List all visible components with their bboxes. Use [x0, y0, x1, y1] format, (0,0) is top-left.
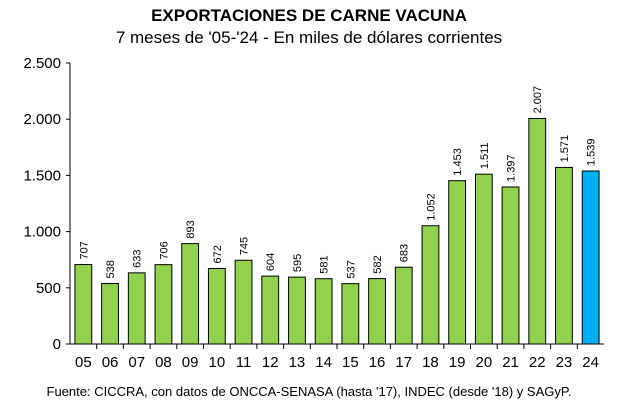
- bar-07: [127, 272, 146, 345]
- bar-24: [581, 170, 600, 345]
- bar-13: [288, 276, 306, 345]
- bar-12: [261, 275, 280, 345]
- data-label-19: 1.453: [452, 148, 464, 176]
- y-tick-label: 1.000: [23, 224, 61, 241]
- data-label-10: 672: [212, 245, 224, 263]
- bars: [74, 117, 600, 345]
- data-label-13: 595: [292, 254, 304, 272]
- data-label-05: 707: [78, 241, 90, 259]
- y-tick-label: 2.000: [23, 111, 61, 128]
- bar-15: [341, 283, 360, 345]
- x-tick-label-23: 23: [556, 354, 573, 371]
- data-label-11: 745: [239, 237, 251, 255]
- chart-title: EXPORTACIONES DE CARNE VACUNA: [151, 6, 467, 25]
- x-tick-label-14: 14: [315, 354, 332, 371]
- bar-21: [501, 186, 520, 345]
- bar-14: [314, 278, 333, 345]
- data-label-18: 1.052: [425, 193, 437, 221]
- bar-18: [421, 225, 440, 345]
- x-tick-label-09: 09: [182, 354, 199, 371]
- x-tick-label-12: 12: [262, 354, 279, 371]
- data-label-09: 893: [185, 220, 197, 238]
- bar-22: [528, 117, 547, 345]
- bar-10: [207, 267, 226, 345]
- data-label-06: 538: [105, 260, 117, 278]
- data-label-21: 1.397: [506, 154, 518, 182]
- data-label-24: 1.539: [586, 138, 598, 166]
- data-label-14: 581: [319, 255, 331, 273]
- chart-subtitle: 7 meses de '05-'24 - En miles de dólares…: [115, 28, 503, 47]
- data-label-20: 1.511: [479, 142, 491, 169]
- x-tick-label-06: 06: [102, 354, 119, 371]
- bar-chart: 0 500 1.000 1.500 2.000 2.500 707 538 633 706 893…: [23, 55, 604, 371]
- x-tick-label-22: 22: [529, 354, 546, 371]
- x-tick-label-19: 19: [449, 354, 466, 371]
- x-tick-label-13: 13: [289, 354, 306, 371]
- data-label-15: 537: [345, 260, 357, 278]
- y-tick-label: 1.500: [23, 167, 61, 184]
- x-tick-label-17: 17: [395, 354, 412, 371]
- x-tick-label-07: 07: [128, 354, 145, 371]
- bar-05: [74, 264, 93, 345]
- x-tick-label-11: 11: [236, 354, 252, 371]
- data-label-23: 1.571: [559, 135, 571, 163]
- data-label-12: 604: [265, 253, 277, 271]
- x-tick-label-05: 05: [75, 354, 92, 371]
- x-tick-label-08: 08: [155, 354, 172, 371]
- y-tick-label: 500: [36, 280, 61, 297]
- data-label-22: 2.007: [532, 86, 544, 114]
- x-tick-label-16: 16: [369, 354, 386, 371]
- data-labels: 707 538 633 706 893 672 745 604 595 581 537 582 683 1…: [78, 86, 597, 279]
- bar-08: [154, 264, 173, 345]
- x-tick-label-21: 21: [502, 354, 519, 371]
- bar-11: [234, 259, 253, 345]
- x-tick-label-24: 24: [582, 354, 599, 371]
- data-label-16: 582: [372, 255, 384, 273]
- y-axis: 0 500 1.000 1.500 2.000 2.500: [23, 55, 71, 353]
- y-tick-label: 0: [53, 336, 61, 353]
- data-label-07: 633: [132, 249, 144, 267]
- x-axis: 05 06 07 08 09 10 11 12 13 14 15 16 17 18 19 20 21 22 23 24: [70, 343, 604, 371]
- x-tick-label-18: 18: [422, 354, 439, 371]
- bar-19: [448, 180, 467, 345]
- bar-16: [368, 278, 386, 345]
- source-note: Fuente: CICCRA, con datos de ONCCA-SENAS…: [46, 384, 572, 399]
- x-tick-label-15: 15: [342, 354, 359, 371]
- x-tick-label-10: 10: [209, 354, 226, 371]
- x-tick-label-20: 20: [476, 354, 493, 371]
- bar-06: [101, 283, 119, 345]
- bar-23: [555, 166, 573, 345]
- data-label-08: 706: [158, 241, 170, 259]
- y-tick-label: 2.500: [23, 55, 61, 72]
- bar-17: [394, 266, 413, 345]
- bar-20: [474, 173, 493, 345]
- data-label-17: 683: [399, 244, 411, 262]
- bar-09: [181, 243, 200, 345]
